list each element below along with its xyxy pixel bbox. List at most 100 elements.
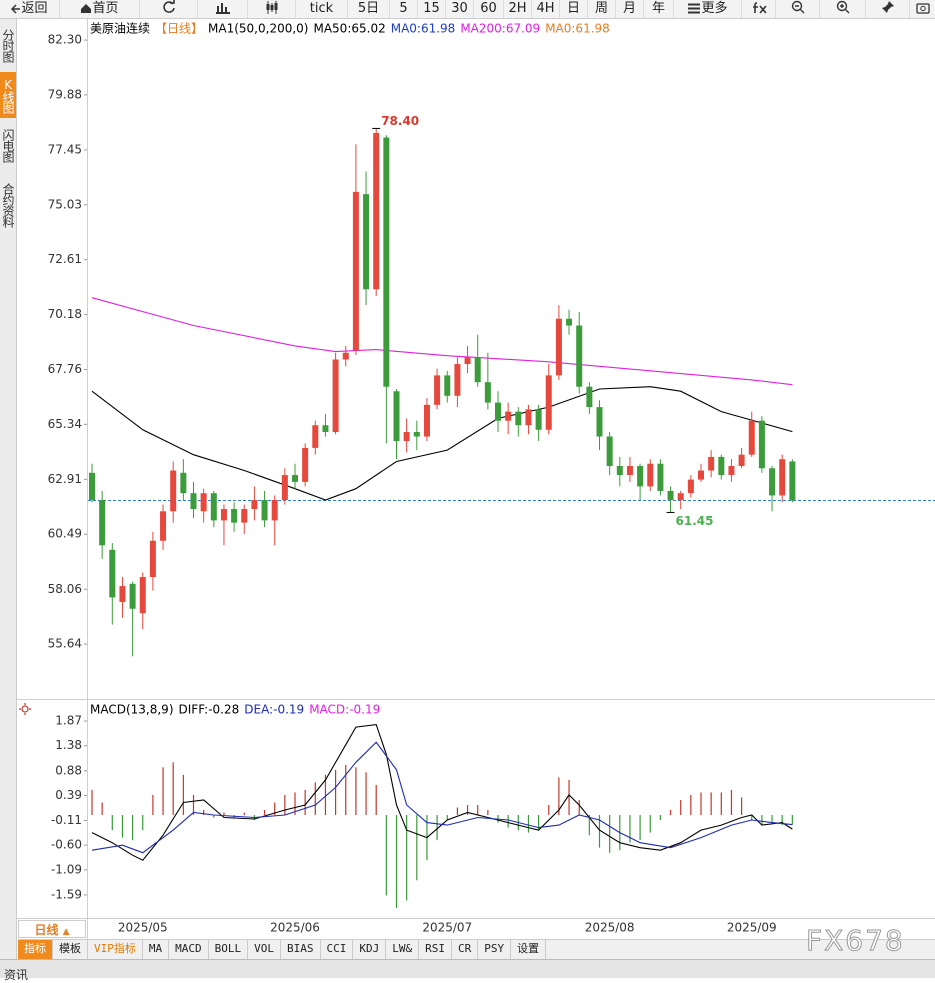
side-tab[interactable]: 分时图 bbox=[1, 28, 15, 62]
indicator-tab[interactable]: MA bbox=[143, 940, 170, 959]
side-tab[interactable]: 闪电图 bbox=[1, 128, 15, 162]
y-tick-label: 1.87 bbox=[55, 714, 82, 728]
period-button[interactable]: 2H bbox=[504, 0, 532, 18]
candle-body bbox=[748, 420, 755, 455]
period-button[interactable]: 月 bbox=[616, 0, 644, 18]
macd-bar bbox=[659, 815, 661, 821]
period-button[interactable]: 4H bbox=[532, 0, 560, 18]
indicator-tab[interactable]: CCI bbox=[321, 940, 354, 959]
macd-bar bbox=[365, 772, 367, 816]
screenshot-button[interactable] bbox=[910, 0, 935, 18]
indicator-tab[interactable]: BIAS bbox=[281, 940, 321, 959]
y-tick-label: 67.76 bbox=[48, 362, 82, 376]
candle-body bbox=[99, 499, 106, 546]
macd-bar bbox=[406, 815, 408, 901]
indicator-line bbox=[91, 386, 793, 501]
indicator-tab[interactable]: 模板 bbox=[53, 940, 88, 959]
candle-body bbox=[576, 325, 583, 387]
footer-tab[interactable]: 资讯 bbox=[4, 968, 29, 982]
zoom-in-button[interactable] bbox=[820, 0, 866, 18]
formula-button[interactable] bbox=[742, 0, 776, 18]
macd-bar bbox=[761, 815, 763, 826]
indicator-tab[interactable]: CR bbox=[452, 940, 479, 959]
zoom-out-button[interactable] bbox=[776, 0, 820, 18]
macd-bar bbox=[578, 799, 580, 816]
macd-bar bbox=[487, 810, 489, 816]
candle-body bbox=[647, 463, 654, 487]
extreme-label: 78.40 bbox=[381, 114, 419, 128]
macd-bar bbox=[446, 815, 448, 821]
candle-body bbox=[545, 375, 552, 430]
candle-body bbox=[616, 466, 623, 476]
x-tick-label: 2025/06 bbox=[270, 921, 320, 935]
period-button[interactable]: 30 bbox=[446, 0, 474, 18]
macd-bar bbox=[355, 767, 357, 816]
indicator-tab[interactable]: 指标 bbox=[18, 940, 53, 959]
macd-bar bbox=[223, 812, 225, 816]
macd-bar bbox=[710, 792, 712, 816]
indicator-tab[interactable]: VIP指标 bbox=[88, 940, 143, 959]
period-button[interactable]: 年 bbox=[644, 0, 674, 18]
home-label: 首页 bbox=[92, 1, 119, 16]
indicator-tab[interactable]: VOL bbox=[248, 940, 281, 959]
y-tick-label: 55.64 bbox=[48, 637, 82, 651]
legend-entry: MA0:61.98 bbox=[545, 22, 610, 36]
macd-bar bbox=[284, 794, 286, 816]
macd-bar bbox=[588, 815, 590, 836]
tick-button[interactable]: tick bbox=[296, 0, 348, 18]
candle-body bbox=[322, 425, 329, 433]
watermark: FX678 bbox=[806, 924, 905, 958]
macd-bar bbox=[629, 815, 631, 843]
candle-body bbox=[352, 191, 359, 351]
macd-bar bbox=[192, 794, 195, 816]
period-tab[interactable]: 日线 ▲ bbox=[18, 920, 86, 938]
indicator-tab[interactable]: PSY bbox=[478, 940, 512, 959]
side-tab-active[interactable]: K线图 bbox=[0, 72, 16, 118]
indicator-tab[interactable]: KDJ bbox=[353, 940, 387, 959]
more-label: 更多 bbox=[701, 1, 728, 16]
side-tab[interactable]: 合约资料 bbox=[1, 183, 15, 227]
legend-entry: MA0:61.98 bbox=[391, 22, 456, 36]
macd-settings-icon[interactable] bbox=[19, 703, 31, 715]
period-button[interactable]: 60 bbox=[474, 0, 504, 18]
macd-bar bbox=[477, 804, 479, 816]
macd-bar bbox=[558, 777, 560, 816]
candle-button[interactable] bbox=[248, 0, 296, 18]
period-button[interactable]: 日 bbox=[560, 0, 588, 18]
home-button[interactable]: 首页 bbox=[60, 0, 140, 18]
indicator-tab[interactable]: LW& bbox=[386, 940, 420, 959]
candle-body bbox=[383, 137, 390, 387]
pin-button[interactable] bbox=[866, 0, 910, 18]
candle-body bbox=[312, 425, 319, 448]
back-button[interactable]: 返回 bbox=[0, 0, 60, 18]
more-button[interactable]: 更多 bbox=[674, 0, 742, 18]
candle-body bbox=[596, 407, 603, 437]
x-tick-label: 2025/08 bbox=[585, 921, 635, 935]
chart-type-button[interactable] bbox=[198, 0, 248, 18]
candle-body bbox=[515, 411, 522, 426]
macd-bar bbox=[568, 779, 570, 816]
period-button[interactable]: 5 bbox=[390, 0, 418, 18]
indicator-tab[interactable]: 设置 bbox=[511, 940, 547, 959]
candle-body bbox=[637, 466, 644, 487]
macd-bar bbox=[639, 815, 641, 841]
chart: 82.30 79.88 77.45 75.03 72.61 70.18 67.76 65.34… bbox=[17, 19, 935, 939]
legend-entry: MA1(50,0,200,0) bbox=[208, 22, 308, 36]
macd-bar bbox=[466, 804, 469, 816]
indicator-tab[interactable]: BOLL bbox=[209, 940, 249, 959]
indicator-tab[interactable]: RSI bbox=[419, 940, 452, 959]
candle-body bbox=[139, 577, 146, 614]
x-tick-label: 2025/09 bbox=[727, 921, 777, 935]
period-button[interactable]: 15 bbox=[418, 0, 446, 18]
legend-entry: DEA:-0.19 bbox=[244, 703, 304, 717]
macd-bar bbox=[416, 815, 418, 881]
candle-body bbox=[170, 470, 177, 512]
period-button[interactable]: 5日 bbox=[348, 0, 390, 18]
indicator-tab[interactable]: MACD bbox=[169, 940, 209, 959]
footer: 资讯 bbox=[0, 959, 935, 982]
period-button[interactable]: 周 bbox=[588, 0, 616, 18]
candle-body bbox=[363, 194, 370, 290]
candle-body bbox=[292, 475, 298, 482]
y-tick-label: 82.30 bbox=[48, 33, 82, 47]
refresh-button[interactable] bbox=[140, 0, 198, 18]
